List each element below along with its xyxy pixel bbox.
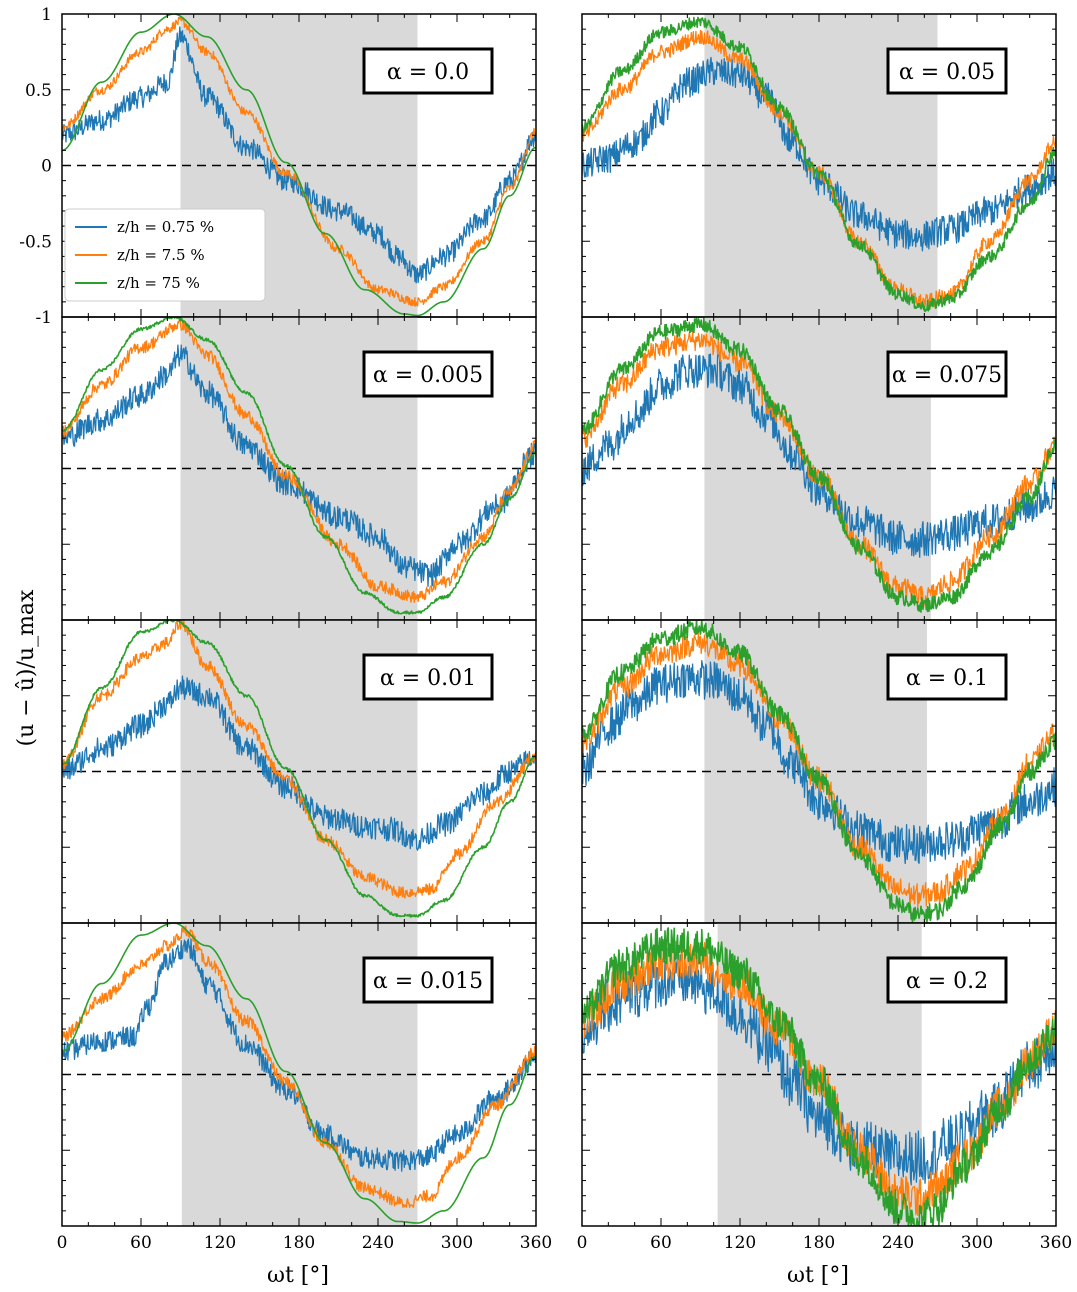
series-line-z-h-75- bbox=[582, 16, 1056, 313]
panels-group: α = 0.010.50-0.5-1z/h = 0.75 %z/h = 7.5 … bbox=[19, 5, 1072, 1253]
x-tick-label: 0 bbox=[57, 1233, 68, 1253]
alpha-label-box bbox=[886, 350, 1008, 398]
alpha-label: α = 0.2 bbox=[906, 969, 988, 994]
x-tick-label: 0 bbox=[577, 1233, 588, 1253]
series-group bbox=[62, 317, 536, 615]
panel-7: α = 0.2 0 60 120 180 240 300 360 bbox=[577, 922, 1072, 1253]
alpha-label-box bbox=[362, 956, 494, 1004]
panel-6: α = 0.015 0 60 120 180 240 300 360 bbox=[57, 922, 552, 1253]
alpha-label: α = 0.0 bbox=[387, 60, 469, 85]
series-line-z-h-0-75- bbox=[62, 675, 536, 851]
series-line-z-h-7-5- bbox=[62, 318, 536, 604]
x-tick-label: 360 bbox=[520, 1233, 552, 1253]
series-line-z-h-7-5- bbox=[62, 925, 536, 1209]
x-tick-label: 180 bbox=[803, 1233, 835, 1253]
alpha-label-box bbox=[886, 956, 1008, 1004]
series-line-z-h-75- bbox=[62, 14, 536, 317]
series-line-z-h-0-75- bbox=[62, 344, 536, 587]
series-group bbox=[62, 620, 536, 918]
alpha-label: α = 0.075 bbox=[892, 363, 1002, 388]
panel-2: α = 0.005 bbox=[61, 316, 537, 621]
series-line-z-h-7-5- bbox=[582, 29, 1056, 308]
x-tick-label: 240 bbox=[362, 1233, 394, 1253]
alpha-label: α = 0.015 bbox=[373, 969, 483, 994]
x-tick-label: 120 bbox=[724, 1233, 756, 1253]
series-group bbox=[582, 620, 1056, 923]
panel-5: α = 0.1 bbox=[581, 619, 1057, 924]
series-line-z-h-0-75- bbox=[582, 660, 1056, 865]
y-tick-label: 1 bbox=[41, 5, 52, 25]
alpha-label: α = 0.005 bbox=[373, 363, 483, 388]
y-tick-label: 0 bbox=[41, 157, 52, 177]
alpha-label: α = 0.05 bbox=[899, 60, 995, 85]
panel-3: α = 0.075 bbox=[581, 316, 1057, 621]
series-line-z-h-75- bbox=[62, 620, 536, 918]
x-axis-title-right: ωt [°] bbox=[787, 1263, 849, 1288]
alpha-label-box bbox=[362, 47, 494, 95]
x-tick-label: 120 bbox=[204, 1233, 236, 1253]
y-tick-label: -1 bbox=[35, 308, 52, 328]
series-line-z-h-0-75- bbox=[582, 954, 1056, 1186]
legend: z/h = 0.75 % z/h = 7.5 % z/h = 75 % bbox=[64, 208, 266, 302]
alpha-label: α = 0.01 bbox=[380, 666, 476, 691]
series-group bbox=[582, 16, 1056, 313]
x-tick-label: 300 bbox=[961, 1233, 993, 1253]
x-tick-label: 360 bbox=[1040, 1233, 1072, 1253]
series-line-z-h-75- bbox=[582, 620, 1056, 923]
legend-box bbox=[64, 208, 266, 302]
panel-4: α = 0.01 bbox=[61, 619, 537, 924]
y-axis-title: (u − û)/u_max bbox=[14, 589, 39, 746]
x-tick-label: 240 bbox=[882, 1233, 914, 1253]
series-group bbox=[62, 14, 536, 317]
alpha-label-box bbox=[886, 653, 1008, 701]
y-tick-label: -0.5 bbox=[19, 232, 52, 252]
panel-1: α = 0.05 bbox=[581, 13, 1057, 318]
legend-label: z/h = 75 % bbox=[117, 274, 200, 292]
alpha-label: α = 0.1 bbox=[906, 666, 988, 691]
alpha-label-box bbox=[886, 47, 1008, 95]
x-tick-label: 300 bbox=[441, 1233, 473, 1253]
alpha-label-box bbox=[362, 350, 494, 398]
panel-0: α = 0.0 1 0.5 0 -0.5 -1 z/h = 0.75 % z/h = 7.5 … bbox=[19, 5, 537, 328]
x-tick-label: 60 bbox=[650, 1233, 672, 1253]
series-group bbox=[582, 317, 1056, 613]
alpha-label-box bbox=[362, 653, 494, 701]
series-group bbox=[582, 927, 1056, 1226]
series-line-z-h-75- bbox=[582, 317, 1056, 613]
x-axis-title-left: ωt [°] bbox=[267, 1263, 329, 1288]
series-line-z-h-75- bbox=[582, 927, 1056, 1226]
series-line-z-h-75- bbox=[62, 317, 536, 615]
series-line-z-h-0-75- bbox=[582, 353, 1056, 558]
series-group bbox=[62, 923, 536, 1224]
legend-label: z/h = 7.5 % bbox=[117, 246, 205, 264]
legend-label: z/h = 0.75 % bbox=[117, 218, 214, 236]
series-line-z-h-75- bbox=[62, 923, 536, 1224]
x-tick-label: 180 bbox=[283, 1233, 315, 1253]
y-tick-label: 0.5 bbox=[25, 81, 52, 101]
series-line-z-h-7-5- bbox=[62, 620, 536, 899]
x-tick-label: 60 bbox=[130, 1233, 152, 1253]
